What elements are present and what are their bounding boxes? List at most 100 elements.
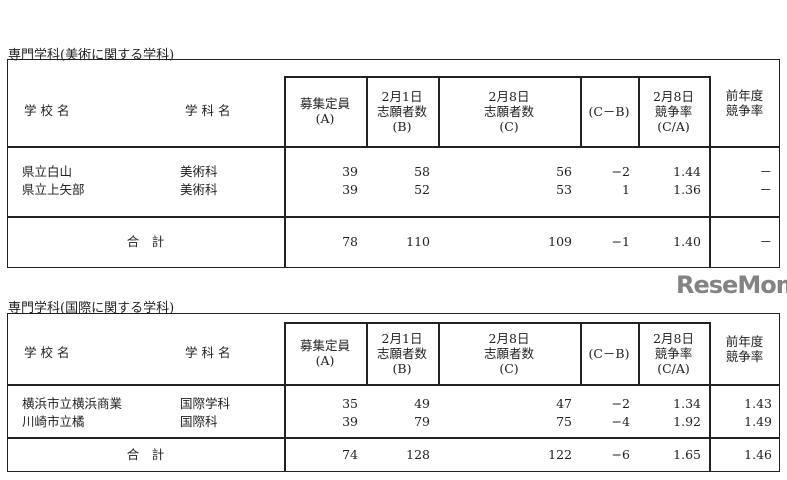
divider [709, 322, 711, 472]
header-a: (A) [315, 111, 335, 126]
total-a: 74 [342, 446, 358, 462]
divider [709, 76, 711, 268]
header-b: (B) [392, 360, 412, 376]
watermark-logo: ReseMom [676, 271, 787, 299]
header-school: 学 校 名 [24, 103, 70, 118]
cell-rate: 1.36 [673, 182, 701, 197]
header-dept: 学 科 名 [185, 103, 231, 118]
cell-prev: － [759, 182, 772, 197]
school-name: 川崎市立橘 [22, 414, 85, 429]
header-rate: 2月8日 [653, 88, 694, 104]
header-cb: (C－B) [588, 345, 630, 361]
dept-name: 美術科 [180, 164, 218, 179]
total-cb: −6 [611, 446, 630, 462]
divider [7, 437, 780, 439]
cell-a: 35 [342, 396, 358, 411]
divider [366, 76, 368, 146]
header-rate: 競争率 [654, 103, 693, 119]
divider [284, 322, 709, 324]
header-c: (C) [499, 118, 519, 134]
divider [438, 322, 440, 384]
header-a: 募集定員 [299, 338, 350, 353]
header-c: 志願者数 [483, 103, 534, 119]
header-rate: 競争率 [654, 345, 693, 361]
cell-b: 52 [414, 182, 430, 197]
header-dept: 学 科 名 [185, 345, 231, 360]
total-b: 128 [406, 446, 430, 462]
header-prev: 前年度 [725, 87, 764, 103]
cell-cb: −2 [611, 164, 630, 179]
cell-c: 56 [556, 164, 572, 179]
cell-prev: 1.43 [744, 396, 772, 411]
cell-a: 39 [342, 164, 358, 179]
divider [7, 384, 780, 386]
cell-cb: 1 [622, 182, 630, 197]
header-b: 2月1日 [381, 330, 423, 346]
dept-name: 国際科 [180, 414, 218, 429]
divider [580, 322, 582, 384]
header-c: 志願者数 [483, 345, 534, 361]
header-school: 学 校 名 [24, 345, 70, 360]
cell-c: 75 [556, 414, 572, 429]
header-rate: 2月8日 [653, 330, 694, 346]
header-b: (B) [392, 118, 412, 134]
cell-b: 58 [414, 164, 430, 179]
total-prev: － [759, 234, 772, 249]
total-label: 合 計 [126, 446, 165, 462]
total-rate: 1.65 [673, 446, 701, 462]
cell-rate: 1.44 [673, 164, 701, 179]
header-c: (C) [499, 360, 519, 376]
cell-rate: 1.34 [673, 396, 701, 411]
divider [366, 322, 368, 384]
cell-cb: −2 [611, 396, 630, 411]
school-name: 県立上矢部 [22, 182, 85, 197]
header-b: 志願者数 [376, 103, 427, 119]
divider [7, 146, 780, 148]
header-prev: 前年度 [725, 333, 764, 349]
total-rate: 1.40 [673, 234, 701, 249]
dept-name: 美術科 [180, 182, 218, 197]
total-a: 78 [342, 234, 358, 249]
header-cb: (C－B) [588, 103, 630, 119]
total-prev: 1.46 [744, 446, 772, 462]
header-c: 2月8日 [488, 88, 530, 104]
cell-a: 39 [342, 414, 358, 429]
divider [638, 322, 640, 384]
cell-rate: 1.92 [673, 414, 701, 429]
header-b: 2月1日 [381, 88, 423, 104]
divider [638, 76, 640, 146]
cell-a: 39 [342, 182, 358, 197]
school-name: 横浜市立横浜商業 [22, 396, 123, 411]
table-frame [7, 59, 780, 268]
total-c: 122 [548, 446, 572, 462]
total-b: 110 [406, 234, 430, 249]
divider [284, 76, 286, 268]
total-label: 合 計 [126, 234, 165, 249]
cell-b: 79 [414, 414, 430, 429]
divider [7, 216, 780, 218]
table-frame [7, 313, 780, 472]
cell-b: 49 [414, 396, 430, 411]
dept-name: 国際学科 [180, 396, 231, 411]
school-name: 県立白山 [22, 164, 73, 179]
total-c: 109 [548, 234, 572, 249]
total-cb: −1 [611, 234, 630, 249]
cell-c: 53 [556, 182, 572, 197]
cell-prev: － [759, 164, 772, 179]
cell-cb: −4 [611, 414, 630, 429]
header-prev: 競争率 [725, 348, 764, 364]
cell-prev: 1.49 [744, 414, 772, 429]
header-rate: (C/A) [657, 118, 690, 134]
divider [284, 76, 709, 78]
header-b: 志願者数 [376, 345, 427, 361]
section-title: 専門学科(国際に関する学科) [8, 301, 175, 316]
header-a: (A) [315, 353, 335, 368]
header-rate: (C/A) [657, 360, 690, 376]
divider [438, 76, 440, 146]
divider [284, 322, 286, 472]
header-prev: 競争率 [725, 102, 764, 118]
divider [580, 76, 582, 146]
cell-c: 47 [556, 396, 572, 411]
header-c: 2月8日 [488, 330, 530, 346]
header-a: 募集定員 [299, 96, 350, 111]
